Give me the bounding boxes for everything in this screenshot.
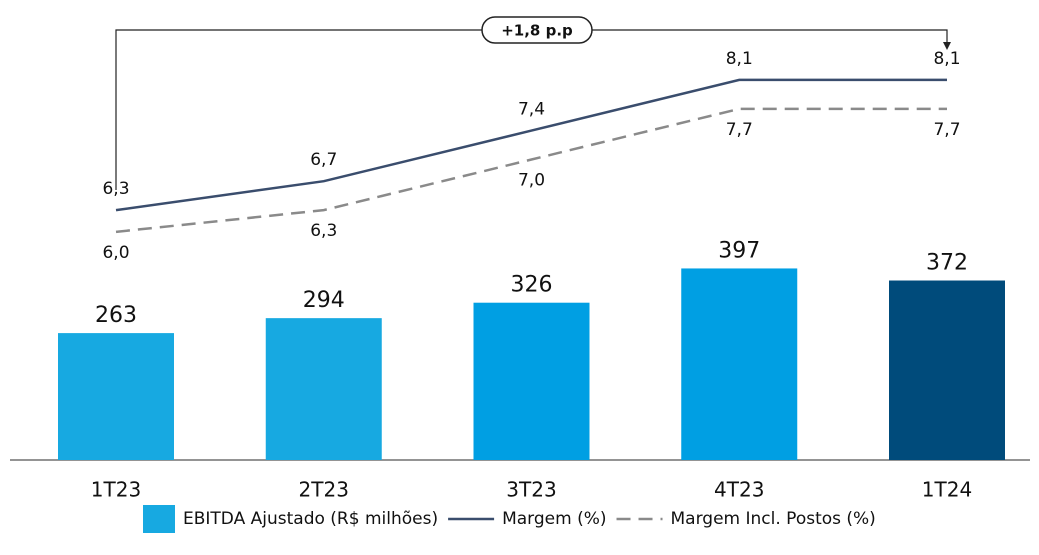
- bar: [265, 318, 382, 460]
- legend-label: EBITDA Ajustado (R$ milhões): [183, 509, 438, 529]
- x-tick-label: 2T23: [299, 478, 349, 502]
- bar: [473, 302, 590, 460]
- line-label: 6,0: [102, 243, 129, 263]
- line-label: 6,3: [310, 221, 337, 241]
- annotation-arrow: [943, 42, 951, 50]
- line-label: 6,3: [102, 179, 129, 199]
- bar-label: 397: [718, 238, 760, 263]
- line-label: 7,4: [518, 100, 545, 120]
- bar: [889, 280, 1005, 460]
- annotation: +1,8 p.p: [501, 22, 573, 40]
- legend-label: Margem Incl. Postos (%): [671, 509, 876, 529]
- bar-label: 326: [511, 273, 553, 298]
- x-tick-label: 1T24: [922, 478, 972, 502]
- bar-label: 263: [95, 303, 137, 328]
- line-label: 8,1: [933, 49, 960, 69]
- line-label: 7,7: [726, 120, 753, 140]
- line: [115, 107, 947, 234]
- annotation-pill: [481, 16, 593, 44]
- bar-label: 372: [926, 251, 968, 276]
- x-tick-label: 4T23: [714, 478, 764, 502]
- x-tick-label: 3T23: [506, 478, 556, 502]
- bar: [58, 333, 174, 460]
- line-label: 6,7: [310, 150, 337, 170]
- line: [115, 78, 947, 212]
- bar-label: 294: [303, 288, 345, 313]
- legend-swatch: [143, 505, 175, 533]
- x-tick-label: 1T23: [91, 478, 141, 502]
- line-label: 8,1: [726, 49, 753, 69]
- bar: [681, 268, 798, 460]
- legend-label: Margem (%): [502, 509, 606, 529]
- line-label: 7,7: [933, 120, 960, 140]
- line-label: 7,0: [518, 171, 545, 191]
